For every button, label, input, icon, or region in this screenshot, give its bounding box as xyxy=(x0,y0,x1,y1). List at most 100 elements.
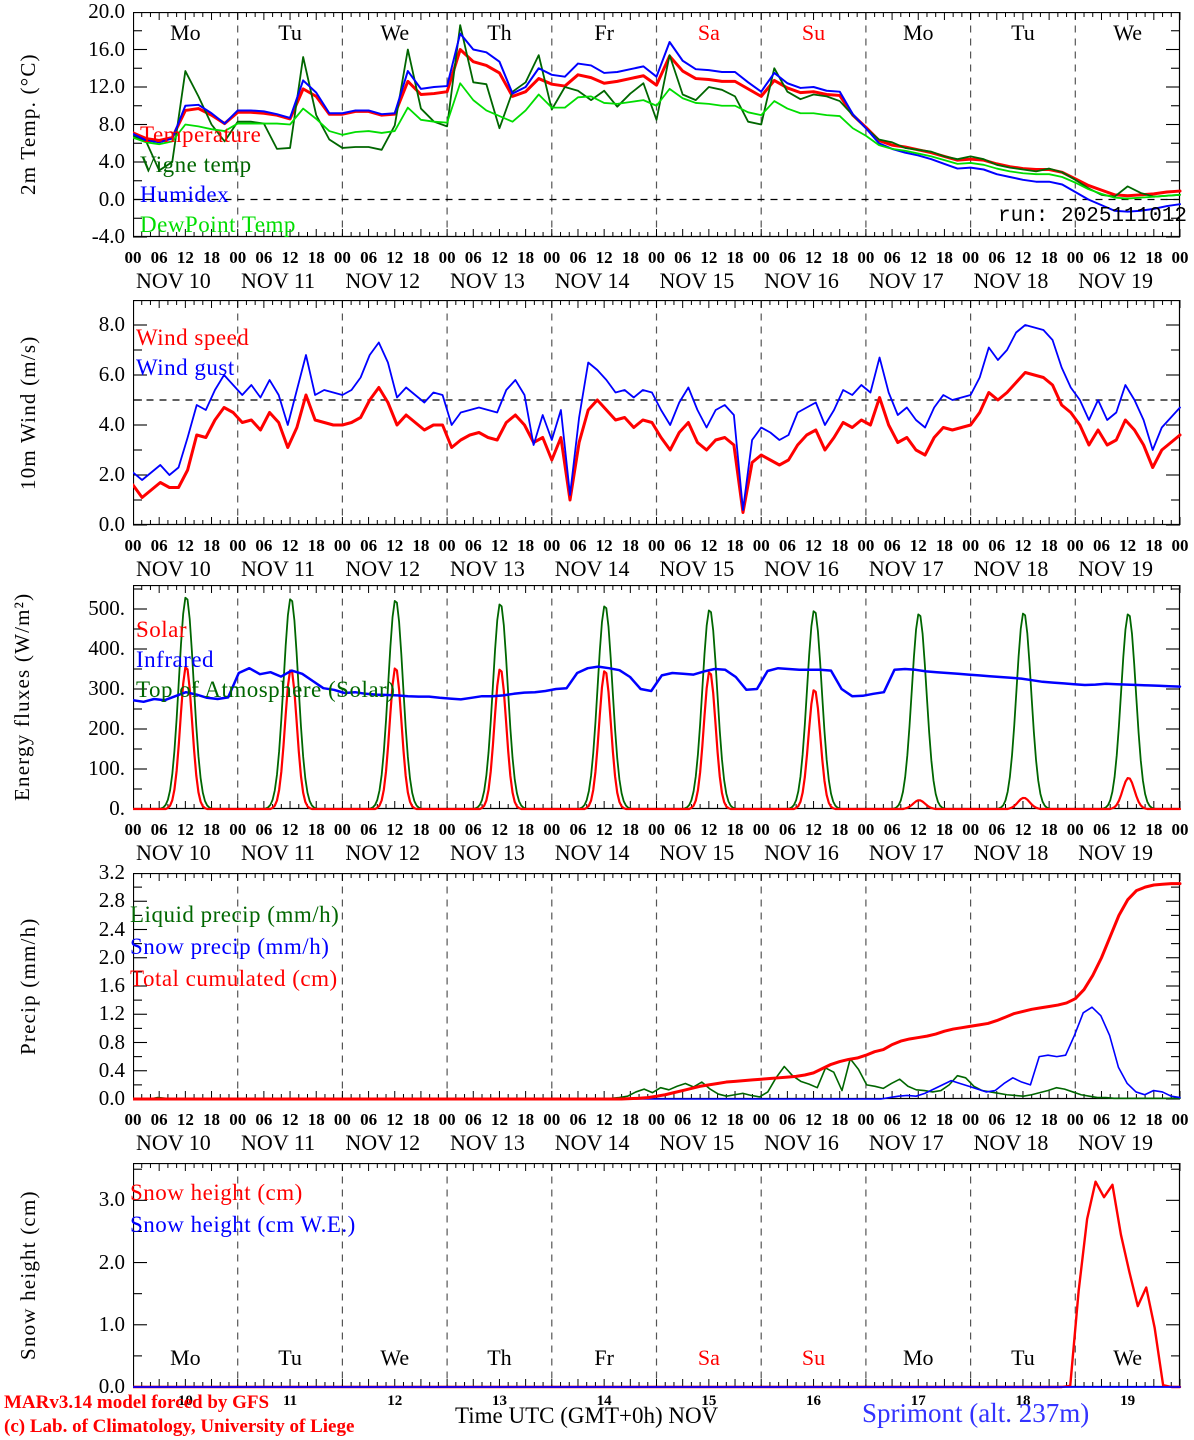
hour-tick-label: 06 xyxy=(569,536,587,555)
date-label-19: NOV 19 xyxy=(1078,556,1154,581)
hour-tick-label: 18 xyxy=(831,1110,849,1129)
date-label-19: NOV 19 xyxy=(1078,268,1154,293)
hour-tick-label: 18 xyxy=(203,536,221,555)
ytick-label-precip-8: 3.2 xyxy=(98,860,125,884)
weekday-label-bottom-14: Fr xyxy=(594,1345,614,1370)
hour-tick-label: 12 xyxy=(176,536,194,555)
date-label-14: NOV 14 xyxy=(554,840,630,865)
hour-tick-label: 12 xyxy=(909,820,927,839)
ytick-label-wind-4: 8.0 xyxy=(98,312,125,336)
hour-tick-label: 12 xyxy=(909,248,927,267)
ytick-label-temperature-6: 20.0 xyxy=(88,0,125,23)
date-label-10: NOV 10 xyxy=(135,1130,211,1155)
footer-model-credit-line1: MARv3.14 model forced by GFS xyxy=(4,1392,270,1413)
hour-tick-label: 06 xyxy=(988,248,1006,267)
axis-title-wind: 10m Wind (m/s) xyxy=(16,335,40,490)
hour-tick-label: 18 xyxy=(726,248,744,267)
hour-tick-label: 06 xyxy=(778,1110,796,1129)
axis-title-snow_height: Snow height (cm) xyxy=(16,1190,40,1360)
weekday-label-bottom-17: Mo xyxy=(902,1345,934,1370)
hour-tick-label: 12 xyxy=(700,248,718,267)
hour-tick-label: 18 xyxy=(935,248,953,267)
weekday-label-top-17: Mo xyxy=(902,20,934,45)
hour-tick-label: 06 xyxy=(883,1110,901,1129)
weekday-label-top-10: Mo xyxy=(170,20,201,45)
hour-tick-label: 00 xyxy=(229,536,247,555)
hour-tick-label: 00 xyxy=(543,1110,561,1129)
hour-tick-label: 00 xyxy=(752,1110,770,1129)
footer-time-axis-label: Time UTC (GMT+0h) NOV xyxy=(455,1403,719,1428)
weekday-label-top-15: Sa xyxy=(697,20,720,45)
legend-item-energy_fluxes-0: Solar xyxy=(136,617,188,642)
hour-tick-label: 18 xyxy=(1040,820,1058,839)
hour-tick-label: 18 xyxy=(726,1110,744,1129)
hour-tick-label: 18 xyxy=(517,248,535,267)
hour-tick-label: 12 xyxy=(595,1110,613,1129)
date-label-15: NOV 15 xyxy=(659,556,735,581)
plot-area-snow_height xyxy=(133,1163,1182,1389)
ytick-label-energy_fluxes-1: 100. xyxy=(88,756,125,780)
hour-tick-label: 00 xyxy=(1066,1110,1084,1129)
hour-tick-label: 00 xyxy=(648,820,665,839)
hour-tick-label: 06 xyxy=(150,1110,168,1129)
hour-tick-label: 18 xyxy=(1145,820,1163,839)
ytick-label-precip-1: 0.4 xyxy=(98,1057,125,1082)
date-label-12: NOV 12 xyxy=(345,1130,421,1155)
hour-tick-label: 18 xyxy=(517,820,535,839)
hour-tick-label: 18 xyxy=(726,536,744,555)
hour-tick-label: 00 xyxy=(333,820,351,839)
hour-tick-label: 06 xyxy=(464,1110,482,1129)
hour-tick-label: 00 xyxy=(752,820,770,839)
hour-tick-label: 06 xyxy=(674,248,692,267)
hour-tick-label: 06 xyxy=(569,248,587,267)
date-label-13: NOV 13 xyxy=(450,1130,525,1155)
hour-tick-label: 00 xyxy=(857,1110,875,1129)
date-label-16: NOV 16 xyxy=(764,268,839,293)
hour-tick-label: 00 xyxy=(333,536,351,555)
date-label-12: NOV 12 xyxy=(345,268,421,293)
hour-tick-label: 00 xyxy=(438,1110,456,1129)
hour-tick-label: 18 xyxy=(621,820,639,839)
day-number-16: 16 xyxy=(806,1393,822,1409)
day-number-12: 12 xyxy=(387,1393,403,1409)
ytick-label-temperature-2: 4.0 xyxy=(98,149,125,173)
date-label-15: NOV 15 xyxy=(659,840,735,865)
hour-tick-label: 00 xyxy=(857,248,875,267)
hour-tick-label: 12 xyxy=(490,820,508,839)
hour-tick-label: 06 xyxy=(255,536,273,555)
hour-tick-label: 18 xyxy=(935,820,953,839)
weekday-label-top-11: Tu xyxy=(278,20,302,45)
hour-tick-label: 06 xyxy=(883,536,901,555)
hour-tick-label: 12 xyxy=(386,820,404,839)
ytick-label-energy_fluxes-2: 200. xyxy=(88,716,125,740)
hour-tick-label: 00 xyxy=(1066,536,1084,555)
hour-tick-label: 12 xyxy=(1014,820,1032,839)
hour-tick-label: 12 xyxy=(595,820,613,839)
hour-tick-label: 12 xyxy=(700,536,718,555)
hour-tick-label: 12 xyxy=(490,248,508,267)
ytick-label-precip-0: 0.0 xyxy=(98,1086,125,1110)
date-label-17: NOV 17 xyxy=(868,268,944,293)
hour-tick-label: 06 xyxy=(674,1110,692,1129)
hour-tick-label: 00 xyxy=(752,536,770,555)
date-label-11: NOV 11 xyxy=(241,268,315,293)
hour-tick-label: 18 xyxy=(831,536,849,555)
hour-tick-label: 00 xyxy=(438,820,456,839)
hour-tick-label: 12 xyxy=(490,1110,508,1129)
hour-tick-label: 12 xyxy=(1119,248,1137,267)
date-label-16: NOV 16 xyxy=(764,556,839,581)
ytick-label-precip-7: 2.8 xyxy=(98,888,125,913)
ytick-label-energy_fluxes-4: 400. xyxy=(88,636,125,660)
hour-tick-label: 12 xyxy=(386,536,404,555)
date-label-13: NOV 13 xyxy=(450,840,525,865)
hour-tick-label: 06 xyxy=(988,536,1006,555)
hour-tick-label: 00 xyxy=(648,1110,665,1129)
ytick-label-wind-1: 2.0 xyxy=(98,462,125,486)
hour-tick-label: 12 xyxy=(176,820,194,839)
hour-tick-label: 00 xyxy=(1066,820,1084,839)
ytick-label-temperature-3: 8.0 xyxy=(98,111,125,136)
date-label-14: NOV 14 xyxy=(554,1130,630,1155)
date-label-11: NOV 11 xyxy=(241,556,315,581)
hour-tick-label: 06 xyxy=(569,820,587,839)
hour-tick-label: 18 xyxy=(1145,1110,1163,1129)
